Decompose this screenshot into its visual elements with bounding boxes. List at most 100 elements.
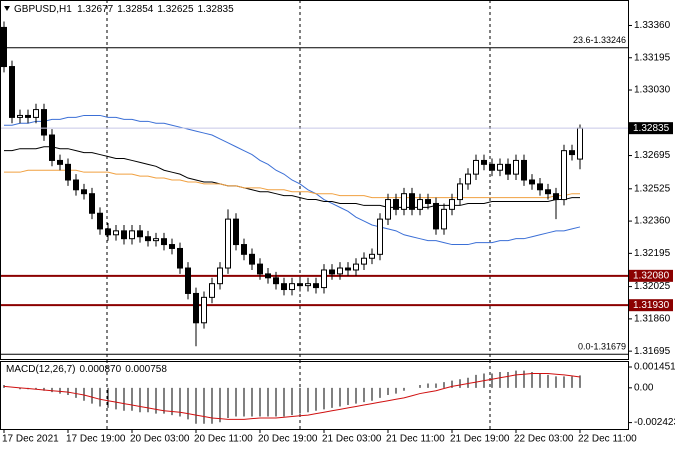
candle-body [425,199,431,204]
candle-body [41,109,47,136]
candle-body [225,218,231,269]
candle-body [553,193,559,201]
candle-body [569,150,575,156]
candle-body [473,159,479,175]
macd-title: MACD(12,26,7) [6,364,75,375]
candle-body [57,159,63,165]
candle-body [113,230,119,236]
candle-body [417,199,423,210]
candle-body [97,212,103,230]
candle-body [457,183,463,201]
fib-label: 0.0-1.31679 [578,342,626,352]
fib-label: 23.6-1.33246 [573,35,626,45]
candle-body [513,159,519,175]
candle-body [449,199,455,210]
open-readout: 1.32677 [77,4,114,15]
candle-body [209,283,215,298]
chart-header: GBPUSD,H1 1.32677 1.32854 1.32625 1.32835 [14,4,234,15]
candle-body [313,283,319,289]
candle-body [185,267,191,294]
candle-body [433,202,439,230]
candle-body [25,114,31,118]
y-tick-label: 1.33195 [634,52,671,63]
level-label-bg [629,269,673,282]
y-tick-label: 1.31860 [634,314,671,325]
candle-body [401,193,407,210]
candle-body [65,163,71,181]
candle-body [393,199,399,210]
y-tick-label: 0.00 [634,382,654,393]
candle-body [489,163,495,171]
candle-body [441,208,447,230]
candle-body [73,179,79,191]
candle-body [321,269,327,289]
candle-body [377,218,383,255]
signal-line [3,372,581,420]
level-label: 1.31930 [633,300,670,311]
candle-body [497,163,503,171]
candle-body [153,238,159,242]
candle-body [345,267,351,271]
candle-body [81,189,87,195]
x-tick-label: 21 Dec 11:00 [386,434,445,445]
candle-body [281,283,287,291]
candle-body [257,263,263,275]
candle-body [353,263,359,271]
candle-body [233,218,239,246]
candle-body [201,296,207,324]
y-tick-label: 1.33030 [634,85,671,96]
close-readout: 1.32835 [198,4,235,15]
candle-body [49,134,55,161]
candle-body [17,114,23,118]
candle-body [177,247,183,269]
candle-body [337,267,343,275]
menu-icon[interactable] [4,6,10,11]
candle-body [121,230,127,240]
candle-body [249,253,255,265]
candle-body [505,163,511,175]
candle-body [385,199,391,220]
y-tick-label: -0.002423 [634,417,675,428]
candle-body [129,230,135,240]
x-tick-label: 20 Dec 11:00 [194,434,253,445]
moving-average [4,169,580,199]
candle-body [369,253,375,259]
low-readout: 1.32625 [157,4,194,15]
candle-body [169,244,175,249]
candle-body [297,283,303,287]
candle-body [409,193,415,210]
y-tick-label: 1.31695 [634,346,671,357]
candle-body [137,230,143,238]
candle-body [89,193,95,214]
candle-body [217,267,223,285]
candle-body [241,244,247,255]
current-price-label-bg [629,122,673,135]
x-tick-label: 21 Dec 03:00 [322,434,382,445]
candle-body [289,283,295,291]
high-readout: 1.32854 [117,4,154,15]
candle-body [329,269,335,275]
y-tick-label: 1.33360 [634,20,671,31]
candle-body [465,173,471,185]
candle-body [305,283,311,287]
x-tick-label: 22 Dec 11:00 [578,434,637,445]
y-tick-label: 1.32695 [634,150,671,161]
candle-body [145,236,151,242]
y-tick-label: 1.32025 [634,281,671,292]
candle-body [105,228,111,236]
y-tick-label: 1.32360 [634,216,671,227]
macd-readout: 0.000870 [79,364,121,375]
candle-body [161,238,167,246]
candle-body [273,277,279,285]
level-label-bg [629,299,673,312]
candle-body [361,257,367,265]
moving-average [4,114,581,246]
y-tick-label: 1.32525 [634,183,671,194]
candle-body [545,189,551,195]
candle-body [529,179,535,185]
candle-body [9,66,15,118]
candle-body [521,159,527,181]
current-price-label: 1.32835 [633,123,670,134]
x-tick-label: 21 Dec 19:00 [450,434,510,445]
